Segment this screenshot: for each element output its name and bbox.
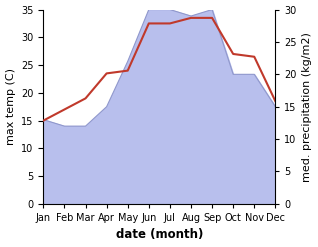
Y-axis label: med. precipitation (kg/m2): med. precipitation (kg/m2) xyxy=(302,32,313,182)
X-axis label: date (month): date (month) xyxy=(116,228,203,242)
Y-axis label: max temp (C): max temp (C) xyxy=(5,68,16,145)
